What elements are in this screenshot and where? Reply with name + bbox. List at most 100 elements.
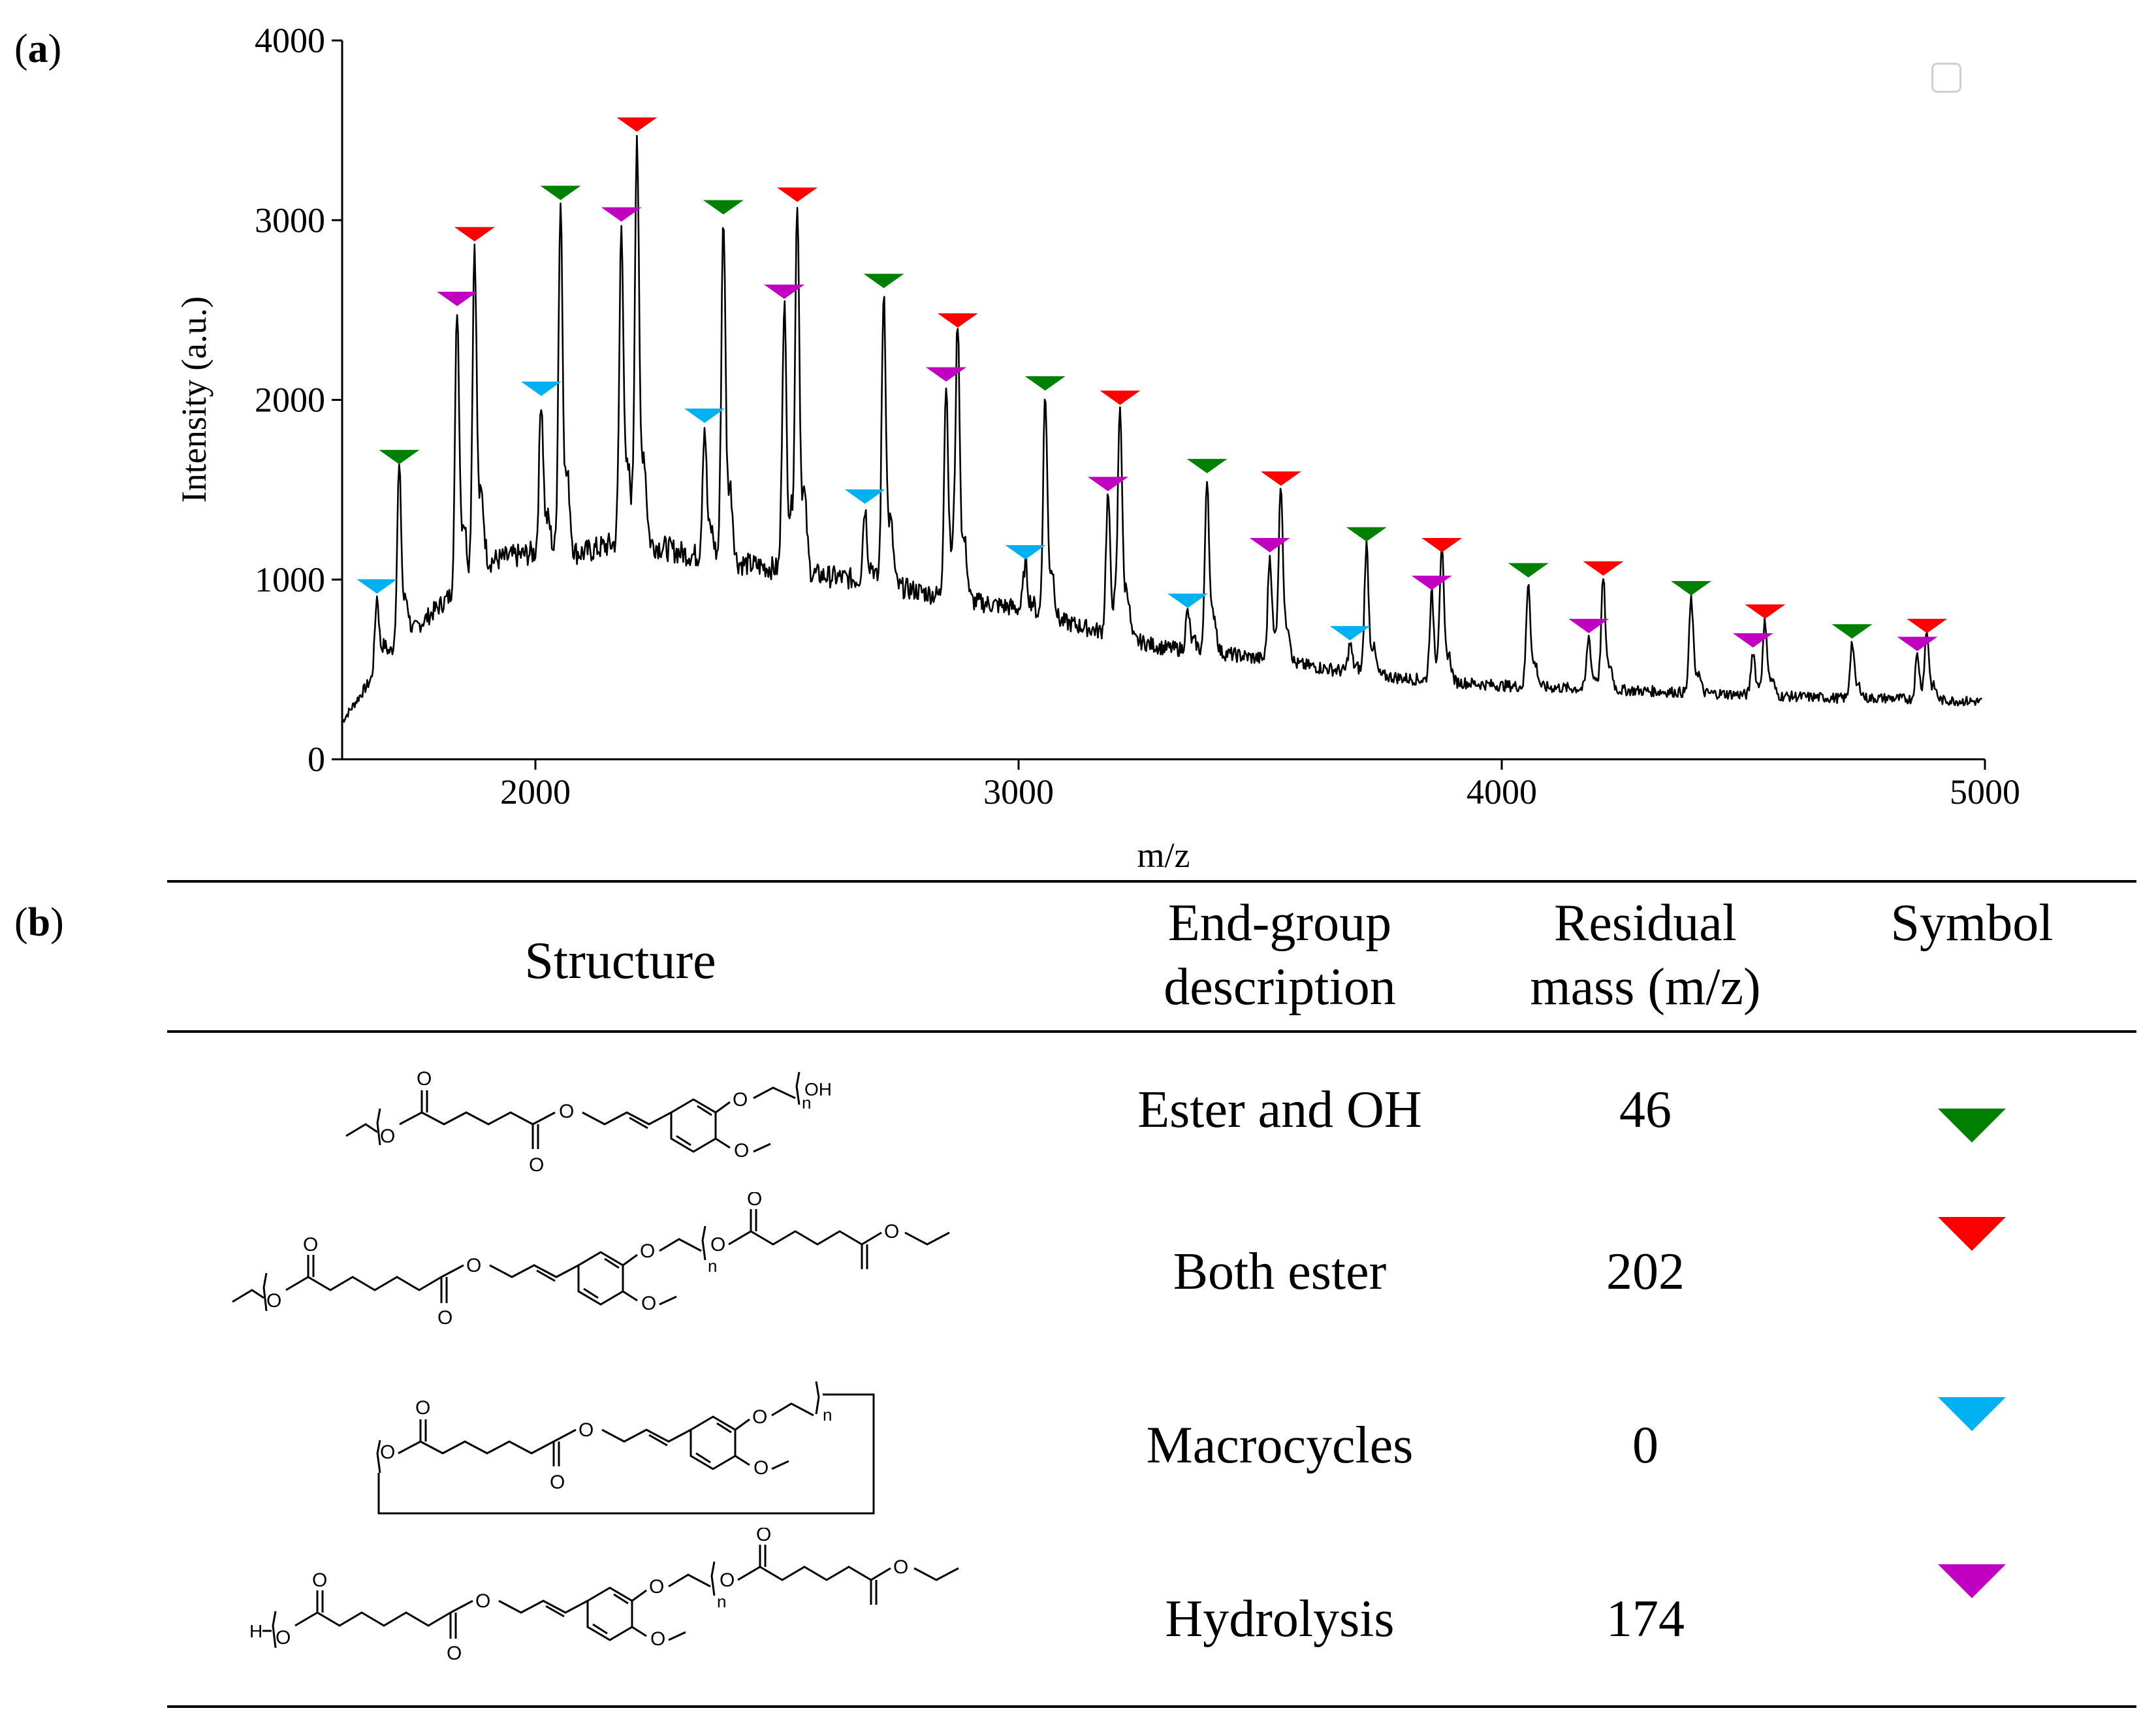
endgroup-cell: Hydrolysis [1165,1590,1395,1648]
svg-text:O: O [884,1221,899,1242]
peak-marker [1260,471,1301,486]
svg-text:O: O [466,1255,481,1276]
residual-mass-cell: 174 [1606,1590,1685,1648]
table-top-rule [167,880,2136,883]
svg-text:O: O [641,1293,656,1314]
peak-marker [379,450,420,465]
peak-marker [703,200,744,215]
endgroup-cell: Ester and OH [1137,1081,1422,1139]
peak-marker [1024,376,1066,391]
symbol-blue-triangle [1938,1397,2006,1431]
svg-text:O: O [559,1101,574,1122]
header-residual-mass: Residual mass (m/z) [1530,894,1761,1016]
peak-marker [1186,458,1228,473]
svg-text:O: O [893,1556,908,1578]
header-structure: Structure [524,932,716,990]
peak-marker [1745,604,1786,619]
peak-marker [684,408,725,423]
svg-text:O: O [312,1569,327,1591]
peak-marker [540,185,581,200]
svg-text:n: n [708,1256,717,1276]
svg-text:OH: OH [804,1079,832,1099]
peak-marker [1329,625,1371,640]
x-tick-label: 2000 [500,772,571,812]
svg-text:O: O [475,1590,490,1612]
chart-trace-layer [341,134,1982,723]
structure-both-ester: O O O O O O O O O n [226,1188,1036,1336]
peak-marker [1167,593,1208,608]
svg-text:O: O [710,1234,725,1255]
svg-text:O: O [733,1089,748,1111]
svg-text:O: O [649,1576,664,1598]
svg-text:O: O [447,1643,462,1664]
x-axis-label: m/z [1137,836,1190,875]
peak-marker [1907,618,1948,633]
residual-mass-cell: 46 [1619,1081,1672,1139]
structure-macrocycle: O O O O O O n [366,1368,888,1525]
peak-marker [616,117,658,132]
svg-text:O: O [380,1126,395,1147]
symbol-red-triangle [1938,1217,2006,1251]
y-tick-label: 1000 [255,560,325,599]
peak-marker [437,291,478,306]
peak-marker [1568,618,1609,633]
peak-marker [937,313,978,328]
peak-marker [1087,477,1128,492]
svg-text:O: O [650,1628,665,1650]
svg-text:O: O [303,1234,318,1255]
peak-marker [777,187,818,202]
peak-marker [1421,537,1463,552]
chart-axes: 0 1000 2000 3000 4000 2000 3000 4000 5000 [255,21,2020,812]
svg-text:O: O [640,1240,655,1262]
peak-marker [1100,390,1141,405]
svg-text:H: H [249,1621,262,1641]
legend-checkbox[interactable] [1931,63,1961,93]
peak-marker [863,274,904,289]
residual-mass-cell: 0 [1632,1417,1658,1474]
table-bottom-rule [167,1705,2136,1708]
y-tick-label: 4000 [255,21,325,60]
peak-marker [601,207,642,222]
peak-marker [357,579,398,594]
svg-text:O: O [752,1406,767,1428]
header-endgroup: End-group description [1164,894,1396,1016]
header-symbol: Symbol [1890,894,2053,952]
peak-marker [454,227,495,242]
y-tick-label: 2000 [255,381,325,420]
svg-text:n: n [717,1592,726,1611]
y-tick-label: 0 [308,740,325,779]
structure-hydrolysis: H O O O O O O O O O n [246,1524,1016,1671]
endgroup-cell: Both ester [1173,1243,1387,1301]
svg-text:O: O [529,1154,544,1176]
peak-marker [1831,624,1873,639]
x-tick-label: 4000 [1466,772,1537,812]
symbol-magenta-triangle [1938,1564,2006,1598]
svg-text:O: O [756,1528,771,1545]
peak-marker [1732,633,1773,648]
y-tick-label: 3000 [255,200,325,240]
svg-text:O: O [266,1290,281,1312]
peak-marker [1005,544,1046,560]
structure-ester-oh: O O O O O O n OH [340,1059,966,1176]
spectrum-trace [341,134,1982,723]
panel-a-label: (a) [14,27,62,71]
peak-marker [844,489,885,504]
peak-marker [1897,637,1938,652]
panel-b-label: (b) [14,900,64,945]
svg-text:O: O [415,1397,430,1419]
endgroup-cell: Macrocycles [1146,1417,1414,1474]
x-tick-label: 5000 [1950,772,2020,812]
peak-marker [926,367,966,382]
svg-text:n: n [802,1093,811,1112]
svg-text:O: O [579,1419,594,1441]
peak-marker [1508,563,1549,578]
mass-spectrum-chart: 0 1000 2000 3000 4000 2000 3000 4000 5000 m/z In… [174,21,2020,875]
svg-text:O: O [276,1627,291,1648]
table-header-rule [167,1030,2136,1033]
peak-marker [1671,581,1712,596]
peak-marker [1346,527,1387,542]
svg-text:O: O [720,1569,735,1591]
svg-text:O: O [417,1068,432,1090]
svg-text:O: O [747,1192,762,1210]
